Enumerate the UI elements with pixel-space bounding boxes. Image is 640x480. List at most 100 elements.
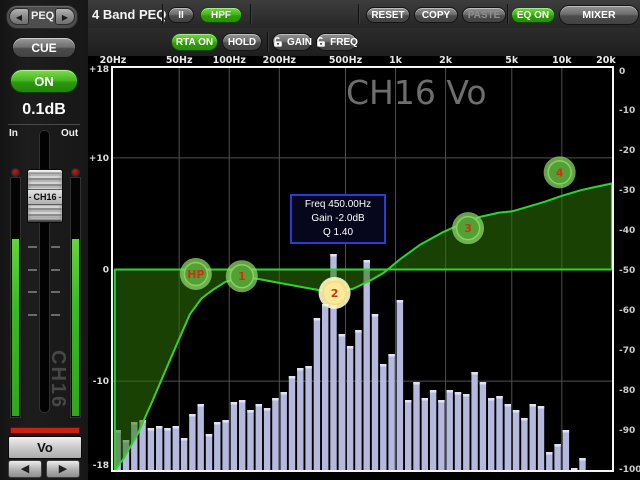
- out-meter-fill: [72, 239, 79, 416]
- rta-bar-cap: [446, 390, 453, 393]
- rta-bar-cap: [147, 428, 155, 431]
- gain-lock-button[interactable]: GAIN: [272, 33, 312, 51]
- rta-bar-cap: [546, 452, 553, 455]
- next-peq-button[interactable]: ▶: [55, 8, 75, 25]
- fader-tick: [28, 246, 37, 248]
- prev-channel-button[interactable]: ◀: [8, 460, 42, 478]
- band-parameter-tooltip: Freq 450.00Hz Gain -2.0dB Q 1.40: [290, 194, 386, 244]
- rta-bar: [579, 458, 586, 470]
- rta-bar-cap: [396, 300, 404, 303]
- rta-tick-label: -10: [619, 106, 635, 116]
- rta-bar-cap: [305, 366, 312, 369]
- rta-bar-cap: [297, 368, 304, 371]
- rta-bar-cap: [521, 418, 528, 421]
- rta-bar: [230, 402, 238, 470]
- rta-bar-cap: [346, 346, 354, 349]
- rta-bar-cap: [463, 394, 470, 397]
- rta-bar: [222, 420, 229, 470]
- svg-text:HP: HP: [187, 268, 204, 281]
- out-peak-indicator: [71, 168, 80, 177]
- gain-tick-label: +18: [89, 65, 109, 75]
- channel-id-watermark: CH16: [47, 350, 69, 410]
- hold-button[interactable]: HOLD: [222, 33, 262, 51]
- rta-bar: [488, 398, 495, 470]
- rta-bar: [537, 406, 545, 470]
- rta-bar-cap: [355, 330, 362, 333]
- separator: [267, 32, 268, 52]
- mixer-button[interactable]: MIXER: [559, 5, 639, 25]
- compare-button[interactable]: II: [168, 7, 194, 23]
- eq-on-button[interactable]: EQ ON: [511, 7, 555, 23]
- reset-button[interactable]: RESET: [366, 7, 410, 23]
- tooltip-q: Q 1.40: [322, 227, 354, 238]
- fader-tick: [28, 291, 37, 293]
- paste-button[interactable]: PASTE: [462, 7, 506, 23]
- gain-tick-label: -18: [93, 461, 109, 471]
- x-tick-label: 50Hz: [166, 56, 193, 66]
- rta-bar-cap: [239, 400, 246, 403]
- channel-on-button[interactable]: ON: [10, 69, 78, 93]
- eq-band-handle-3[interactable]: 3: [452, 212, 485, 245]
- rta-bar: [554, 444, 561, 470]
- fader-track[interactable]: [39, 130, 50, 413]
- rta-bar-cap: [272, 398, 279, 401]
- rta-bar: [189, 414, 196, 470]
- rta-bar-cap: [330, 254, 337, 257]
- fader-tick: [51, 269, 60, 271]
- rta-bar: [197, 404, 204, 470]
- prev-peq-button[interactable]: ◀: [9, 8, 29, 25]
- rta-on-button[interactable]: RTA ON: [171, 33, 218, 51]
- rta-tick-label: -80: [619, 386, 635, 396]
- eq-band-handle-1[interactable]: 1: [225, 260, 258, 293]
- eq-graph[interactable]: CH16 Vo 20Hz 50Hz 100Hz 200Hz 500Hz 1k 2k 5k 10k 2…: [88, 55, 640, 480]
- rta-bar-cap: [438, 400, 445, 403]
- rta-tick-label: -40: [619, 226, 635, 236]
- rta-bar-cap: [562, 430, 570, 433]
- rta-bar: [355, 330, 362, 470]
- eq-band-handle-2[interactable]: 2: [318, 276, 351, 309]
- x-tick-label: 2k: [439, 56, 453, 66]
- in-meter-fill: [12, 239, 19, 416]
- rta-bar: [479, 382, 487, 470]
- rta-tick-label: 0: [619, 67, 625, 77]
- rta-bar: [263, 408, 271, 470]
- separator: [162, 4, 163, 24]
- eq-band-handle-4[interactable]: 4: [543, 156, 576, 189]
- out-level-meter: [70, 177, 81, 418]
- freq-lock-button[interactable]: FREQ: [316, 33, 358, 51]
- eq-band-handle-hp[interactable]: HP: [179, 257, 212, 290]
- unlock-icon: [274, 37, 282, 47]
- rta-bar: [164, 428, 171, 470]
- x-tick-label: 1k: [389, 56, 403, 66]
- cue-button[interactable]: CUE: [12, 37, 76, 58]
- rta-bar-cap: [338, 334, 345, 337]
- rta-bar-cap: [172, 426, 179, 429]
- x-tick-label: 20k: [596, 56, 616, 66]
- rta-bar-cap: [189, 414, 196, 417]
- rta-bar: [205, 434, 213, 470]
- channel-strip: ◀ PEQ ▶ CUE ON 0.1dB In Out CH16 CH16 Vo…: [0, 0, 89, 480]
- channel-name-button[interactable]: Vo: [8, 436, 82, 459]
- rta-bar: [454, 392, 462, 470]
- rta-bar: [156, 426, 163, 470]
- rta-bar-cap: [504, 404, 511, 407]
- tooltip-gain: Gain -2.0dB: [311, 213, 365, 224]
- fader-handle[interactable]: CH16: [27, 169, 63, 223]
- rta-bar-cap: [454, 392, 462, 395]
- fader-cap-label: CH16: [28, 189, 62, 205]
- rta-bar-cap: [388, 354, 395, 357]
- rta-tick-label: -70: [619, 346, 635, 356]
- rta-bar: [330, 254, 337, 470]
- next-channel-button[interactable]: ▶: [46, 460, 80, 478]
- hpf-button[interactable]: HPF: [200, 7, 242, 23]
- freq-lock-label: FREQ: [330, 36, 358, 48]
- fader-tick: [51, 314, 60, 316]
- copy-button[interactable]: COPY: [414, 7, 458, 23]
- rta-bar-cap: [288, 376, 296, 379]
- separator: [250, 4, 251, 24]
- rta-bar: [413, 382, 420, 470]
- rta-bar: [496, 396, 503, 470]
- rta-bar-cap: [413, 382, 420, 385]
- rta-tick-label: -50: [619, 266, 635, 276]
- rta-bar-cap: [214, 422, 221, 425]
